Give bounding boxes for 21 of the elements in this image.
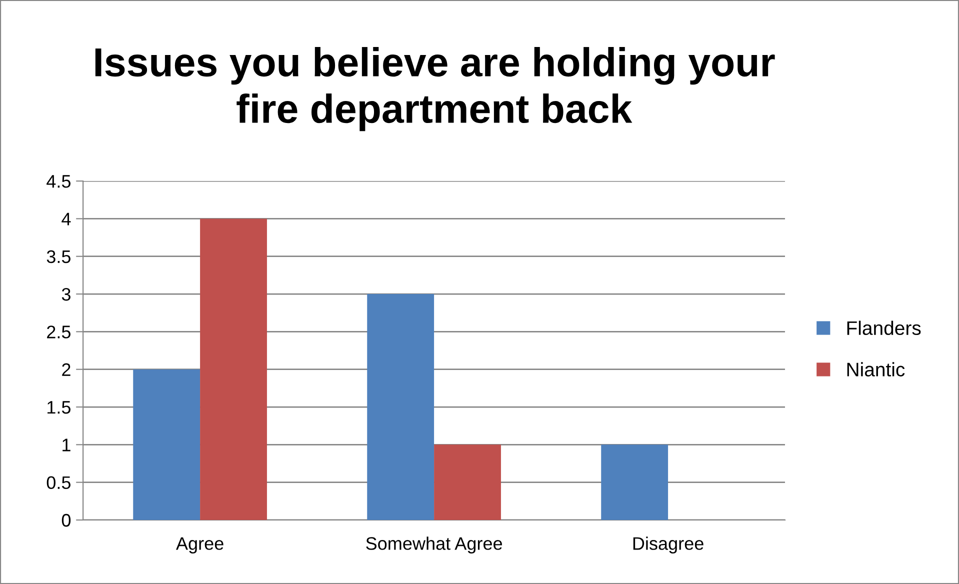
y-tick-label: 0 (62, 514, 71, 527)
bar (601, 444, 668, 520)
chart-title: Issues you believe are holding your fire department back (95, 47, 775, 132)
y-tick-label: 3.5 (46, 250, 70, 264)
x-tick-label: Somewhat Agree (366, 536, 502, 554)
legend-label: Flanders (847, 320, 921, 336)
y-tick-label: 1 (62, 438, 70, 452)
bar (200, 218, 267, 520)
x-tick-label: Agree (176, 537, 224, 554)
bar (367, 294, 434, 520)
bar (434, 444, 501, 520)
y-tick-label: 4 (62, 212, 71, 226)
legend-label: Niantic (847, 362, 905, 376)
y-tick-label: 3 (62, 288, 70, 301)
y-tick-label: 2.5 (47, 326, 70, 338)
y-tick-label: 1.5 (48, 401, 70, 414)
bar (133, 369, 200, 520)
y-tick-label: 0.5 (46, 476, 70, 490)
x-tick-label: Disagree (633, 536, 704, 554)
y-tick-label: 4.5 (46, 175, 70, 188)
y-tick-label: 2 (62, 363, 70, 376)
